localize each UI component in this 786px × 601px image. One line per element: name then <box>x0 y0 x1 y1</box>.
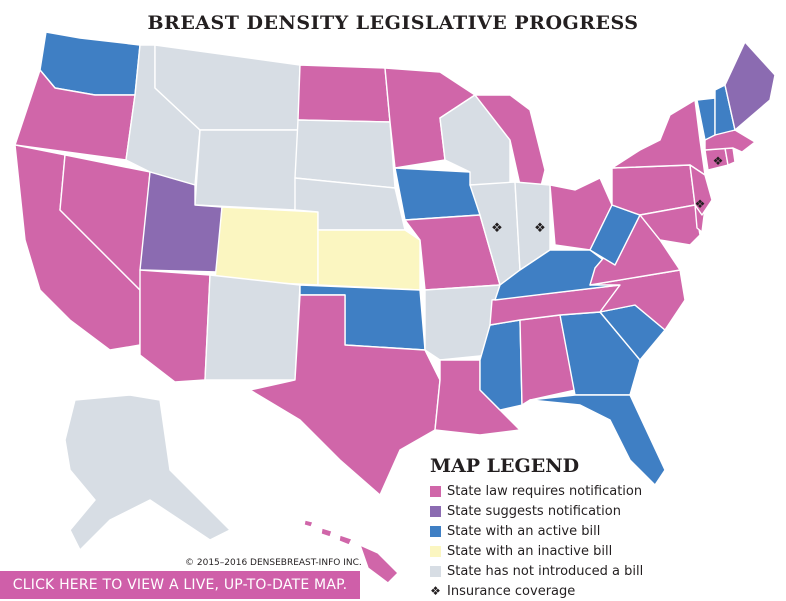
legend-swatch-law <box>430 485 441 497</box>
state-kansas[interactable] <box>317 229 421 291</box>
legend-label-law: State law requires notification <box>447 483 643 499</box>
state-texas[interactable] <box>249 294 441 496</box>
insurance-marker-icon: ❖ <box>430 584 441 598</box>
state-kentucky[interactable] <box>494 249 621 301</box>
state-florida[interactable] <box>529 394 666 486</box>
state-new-jersey[interactable] <box>689 164 713 216</box>
state-maryland[interactable] <box>639 204 701 246</box>
state-maine[interactable] <box>724 41 776 131</box>
state-new-york[interactable] <box>611 99 706 176</box>
legend-label-inactive: State with an inactive bill <box>447 543 613 559</box>
state-north-carolina[interactable] <box>589 269 686 331</box>
state-washington[interactable] <box>39 31 141 96</box>
state-wyoming[interactable] <box>194 129 299 211</box>
insurance-marker-illinois: ❖ <box>491 220 503 235</box>
state-iowa[interactable] <box>394 167 481 221</box>
map-legend: MAP LEGEND State law requires notificati… <box>430 455 730 601</box>
legend-item-none: State has not introduced a bill <box>430 561 730 581</box>
legend-swatch-none <box>430 565 441 577</box>
legend-swatch-inactive <box>430 545 441 557</box>
legend-label-active: State with an active bill <box>447 523 601 539</box>
state-north-dakota[interactable] <box>297 64 391 123</box>
live-map-link[interactable]: CLICK HERE TO VIEW A LIVE, UP-TO-DATE MA… <box>0 571 360 599</box>
insurance-marker-new-jersey: ❖ <box>695 197 706 211</box>
legend-label-none: State has not introduced a bill <box>447 563 644 579</box>
copyright-notice: © 2015–2016 DENSEBREAST-INFO INC. <box>185 558 362 568</box>
legend-item-inactive: State with an inactive bill <box>430 541 730 561</box>
state-colorado[interactable] <box>214 206 319 286</box>
legend-item-insurance: ❖ Insurance coverage <box>430 581 730 601</box>
state-alaska[interactable] <box>64 394 231 551</box>
legend-swatch-suggests <box>430 505 441 517</box>
insurance-marker-connecticut: ❖ <box>713 154 724 168</box>
state-arizona[interactable] <box>139 269 211 383</box>
insurance-marker-indiana: ❖ <box>534 220 546 235</box>
state-new-mexico[interactable] <box>204 274 301 381</box>
state-south-dakota[interactable] <box>294 119 396 189</box>
legend-swatch-active <box>430 525 441 537</box>
legend-item-active: State with an active bill <box>430 521 730 541</box>
state-hawaii[interactable] <box>303 519 399 584</box>
state-arkansas[interactable] <box>424 284 501 361</box>
map-title: BREAST DENSITY LEGISLATIVE PROGRESS <box>147 12 639 34</box>
legend-label-insurance: Insurance coverage <box>447 583 576 599</box>
legend-label-suggests: State suggests notification <box>447 503 621 519</box>
legend-item-suggests: State suggests notification <box>430 501 730 521</box>
legend-item-law: State law requires notification <box>430 481 730 501</box>
legend-title: MAP LEGEND <box>430 455 580 477</box>
